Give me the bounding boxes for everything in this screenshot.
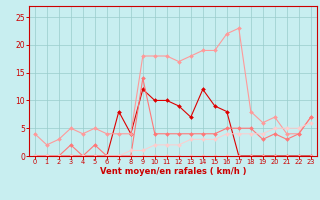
X-axis label: Vent moyen/en rafales ( km/h ): Vent moyen/en rafales ( km/h ) — [100, 167, 246, 176]
